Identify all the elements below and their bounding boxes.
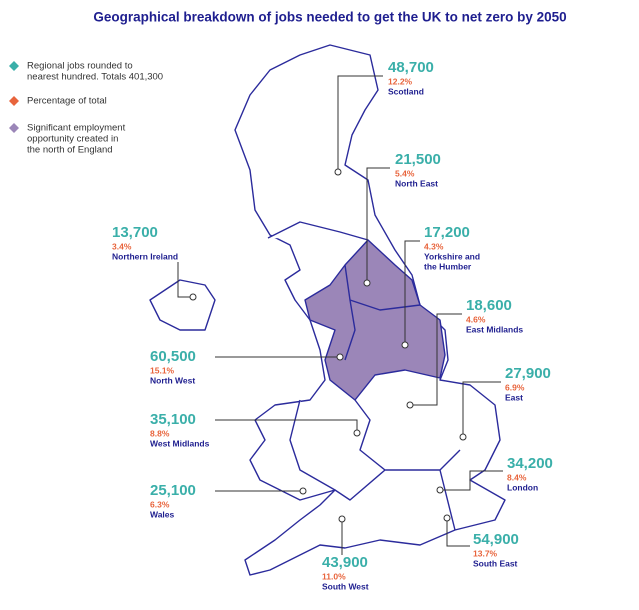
north-england-borders xyxy=(344,264,421,361)
region-dot xyxy=(459,433,467,441)
legend-text: the north of England xyxy=(27,145,113,156)
leader-line xyxy=(366,167,390,283)
jobs-figure: 48,700 xyxy=(388,59,434,76)
jobs-figure: 34,200 xyxy=(507,455,553,472)
leader-line xyxy=(337,75,383,172)
region-name: Wales xyxy=(150,509,175,519)
jobs-figure: 54,900 xyxy=(473,531,519,548)
title: Geographical breakdown of jobs needed to… xyxy=(93,10,566,25)
region-name: North West xyxy=(150,375,195,385)
region-name: London xyxy=(507,482,538,492)
percent-label: 15.1% xyxy=(150,365,175,375)
percent-label: 6.3% xyxy=(150,499,170,509)
region-dot xyxy=(401,341,409,349)
region-dot xyxy=(299,487,307,495)
jobs-figure: 60,500 xyxy=(150,348,196,365)
leader-line xyxy=(446,518,470,547)
jobs-figure: 17,200 xyxy=(424,224,470,241)
percent-label: 6.9% xyxy=(505,382,525,392)
percent-label: 13.7% xyxy=(473,548,498,558)
legend-diamond xyxy=(9,96,19,106)
jobs-figure: 25,100 xyxy=(150,482,196,499)
region-dot xyxy=(436,486,444,494)
leader-line xyxy=(404,240,420,345)
region-dot xyxy=(443,514,451,522)
jobs-figure: 27,900 xyxy=(505,365,551,382)
region-borders xyxy=(267,221,461,531)
leader-line xyxy=(215,419,358,433)
region-name: South West xyxy=(322,581,369,591)
legend-text: nearest hundred. Totals 401,300 xyxy=(27,72,163,83)
region-dot xyxy=(363,279,371,287)
jobs-figure: 18,600 xyxy=(466,297,512,314)
percent-label: 12.2% xyxy=(388,76,413,86)
region-name: Northern Ireland xyxy=(112,251,178,261)
region-dot xyxy=(336,353,344,361)
region-dot xyxy=(189,293,197,301)
jobs-figure: 21,500 xyxy=(395,151,441,168)
percent-label: 3.4% xyxy=(112,241,132,251)
region-name: South East xyxy=(473,558,518,568)
region-name: West Midlands xyxy=(150,438,210,448)
northern-ireland-outline xyxy=(149,279,216,331)
jobs-figure: 13,700 xyxy=(112,224,158,241)
region-name: East xyxy=(505,392,523,402)
legend-diamond xyxy=(9,123,19,133)
legend-text: Regional jobs rounded to xyxy=(27,61,133,72)
region-dot xyxy=(334,168,342,176)
region-name: Yorkshire and xyxy=(424,251,480,261)
jobs-figure: 43,900 xyxy=(322,554,368,571)
percent-label: 11.0% xyxy=(322,571,346,581)
region-dot xyxy=(338,515,346,523)
leader-line xyxy=(462,381,501,437)
region-dot xyxy=(406,401,414,409)
legend-text: Percentage of total xyxy=(27,96,107,107)
leader-line xyxy=(440,470,503,491)
leader-line xyxy=(177,262,193,298)
legend-text: opportunity created in xyxy=(27,134,118,145)
region-dot xyxy=(353,429,361,437)
percent-label: 8.4% xyxy=(507,472,527,482)
leader-line xyxy=(410,313,462,406)
region-name: the Humber xyxy=(424,261,472,271)
region-name: Scotland xyxy=(388,86,424,96)
legend-text: Significant employment xyxy=(27,123,126,134)
percent-label: 4.6% xyxy=(466,314,486,324)
percent-label: 5.4% xyxy=(395,168,415,178)
percent-label: 4.3% xyxy=(424,241,444,251)
percent-label: 8.8% xyxy=(150,428,170,438)
legend-diamond xyxy=(9,61,19,71)
region-name: East Midlands xyxy=(466,324,523,334)
region-name: North East xyxy=(395,178,438,188)
jobs-figure: 35,100 xyxy=(150,411,196,428)
